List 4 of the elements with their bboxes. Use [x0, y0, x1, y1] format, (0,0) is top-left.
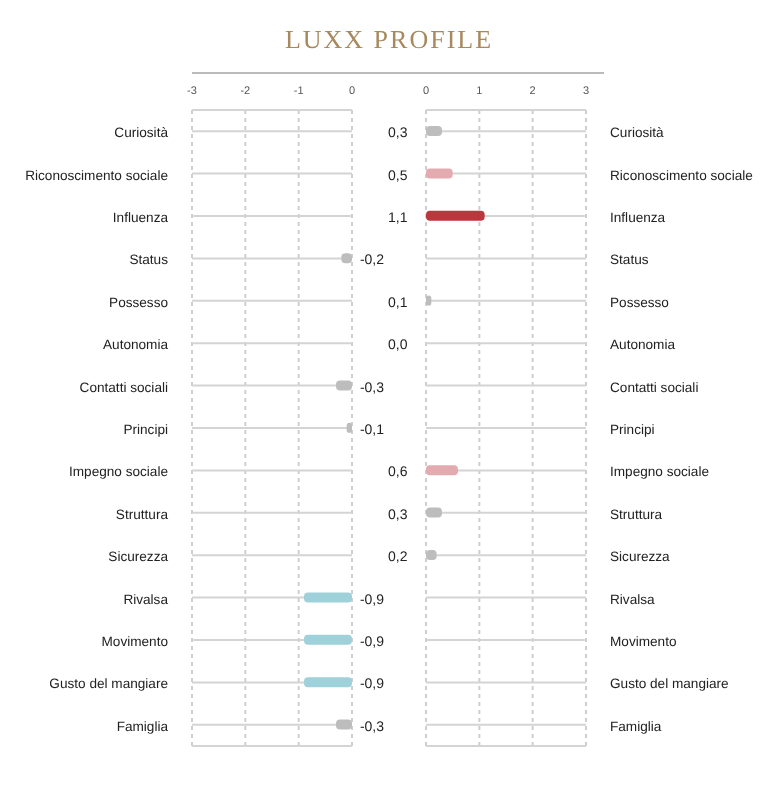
- bar: [426, 168, 453, 179]
- chart-title: LUXX PROFILE: [282, 22, 496, 56]
- bar: [426, 210, 485, 221]
- bar: [426, 465, 458, 476]
